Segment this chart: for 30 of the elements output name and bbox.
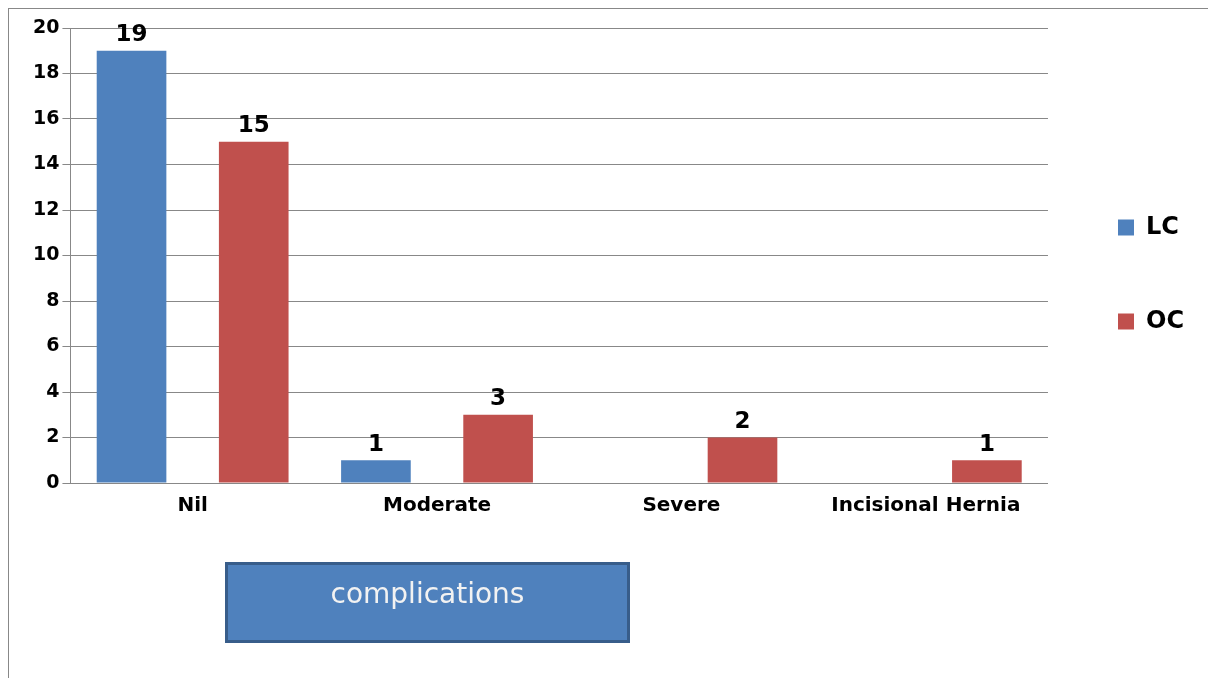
data-label: 3 bbox=[490, 384, 507, 411]
x-axis-title: complications bbox=[225, 562, 630, 643]
legend-label: LC bbox=[1145, 211, 1179, 240]
bar bbox=[341, 460, 411, 483]
x-tick-label: Incisional Hernia bbox=[831, 492, 1021, 517]
y-tick-label: 20 bbox=[32, 14, 60, 37]
data-label: 1 bbox=[367, 429, 384, 456]
data-label: 19 bbox=[115, 20, 148, 47]
legend-label: OC bbox=[1145, 305, 1184, 334]
y-tick-label: 8 bbox=[46, 287, 60, 310]
y-tick-label: 12 bbox=[32, 196, 60, 219]
data-label: 15 bbox=[237, 111, 270, 138]
y-tick-label: 14 bbox=[32, 151, 60, 174]
x-tick-label: Moderate bbox=[383, 492, 492, 517]
data-label: 1 bbox=[978, 429, 995, 456]
y-tick-label: 2 bbox=[46, 424, 60, 447]
y-tick-label: 10 bbox=[32, 242, 60, 265]
x-tick-label: Severe bbox=[642, 492, 721, 517]
bar bbox=[463, 414, 533, 483]
bar bbox=[96, 50, 167, 483]
y-tick-label: 0 bbox=[46, 469, 60, 492]
y-tick-label: 16 bbox=[32, 105, 60, 128]
bar bbox=[707, 437, 778, 483]
data-label: 2 bbox=[734, 406, 751, 433]
bar bbox=[952, 460, 1022, 483]
bar bbox=[218, 141, 289, 483]
y-tick-label: 18 bbox=[32, 60, 60, 83]
y-tick-label: 6 bbox=[46, 333, 60, 356]
x-tick-label: Nil bbox=[177, 492, 208, 517]
y-tick-label: 4 bbox=[46, 378, 60, 401]
